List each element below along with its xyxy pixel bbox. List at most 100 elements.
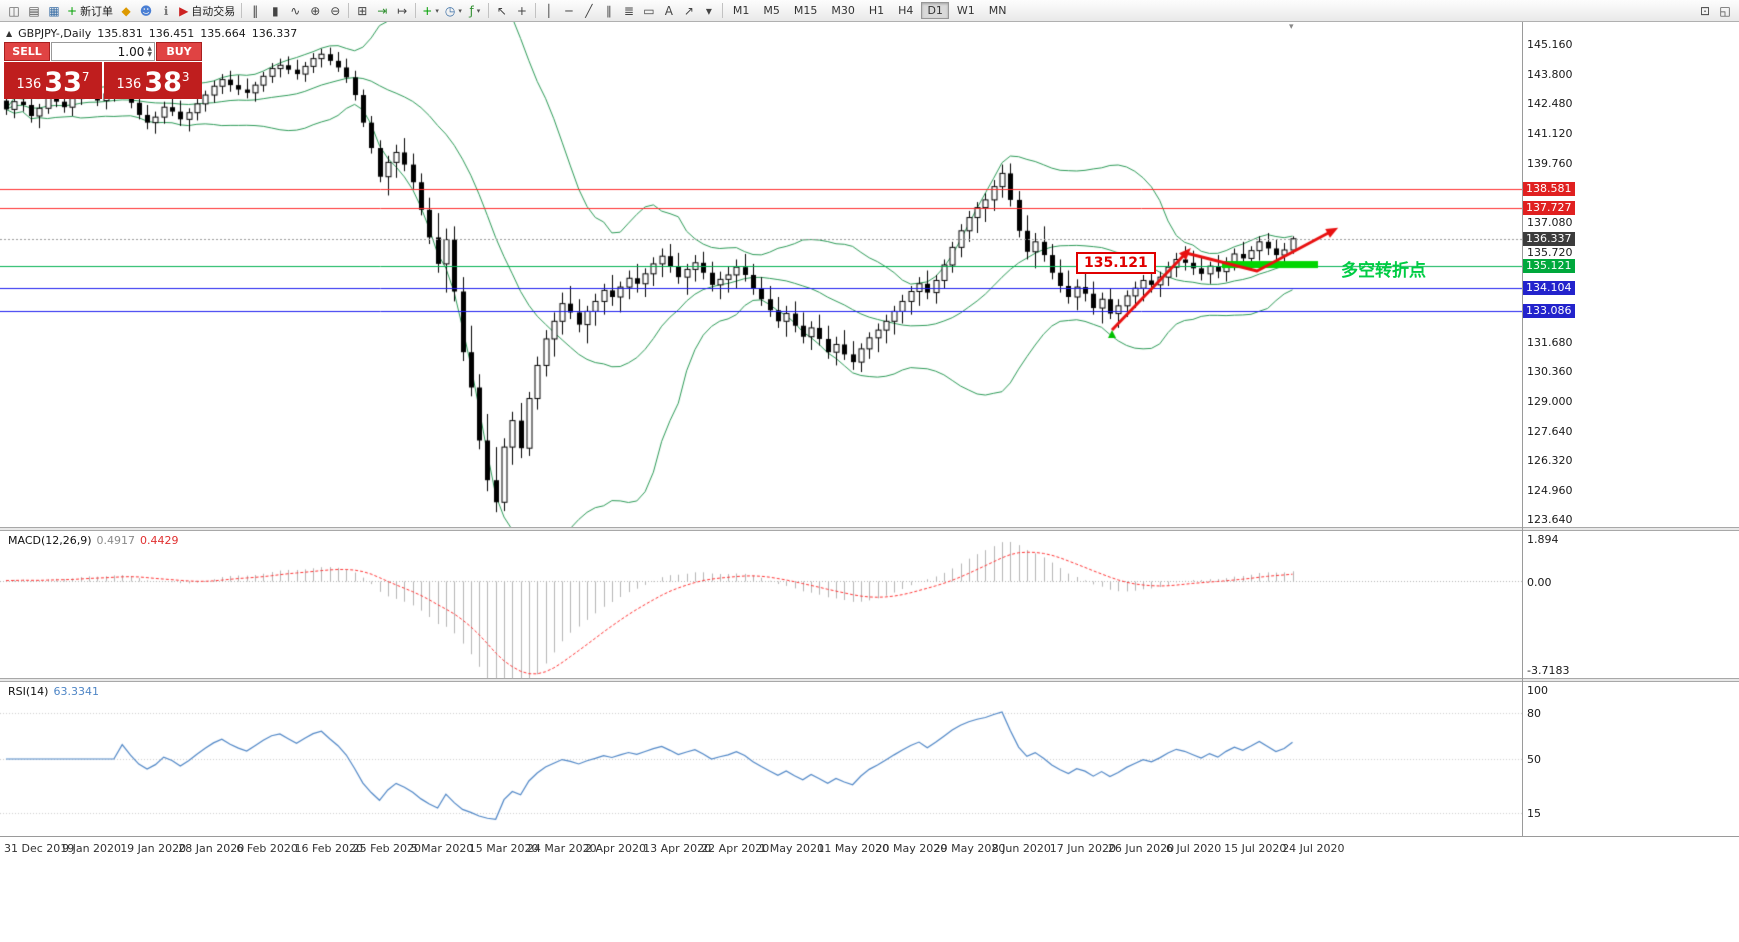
bar-chart-button[interactable]: ‖ — [245, 2, 265, 20]
volume-stepper[interactable]: 1.00 ▲ ▼ — [51, 42, 155, 61]
chart-symbol-period: GBPJPY-,Daily — [18, 27, 92, 40]
time-axis-label: 1 May 2020 — [759, 842, 825, 855]
chart-shift-icon: ↦ — [397, 3, 408, 18]
candlestick-chart-icon: ▮ — [271, 3, 279, 18]
main-toolbar: ◫ ▤ ▦ + 新订单 ◆ ☻ ℹ ▶ 自动交易 ‖ ▮ ∿ ⊕ ⊖ ⊞ ⇥ ↦ + ▾ ◷ ▾ ƒ ▾ ↖ + │ ─ ╱ ∥ ≣ ▭ A ↗ ▾… — [0, 0, 1739, 22]
time-axis-label: 17 Jun 2020 — [1049, 842, 1116, 855]
horizontal-line-button[interactable]: ─ — [559, 2, 579, 20]
time-axis-label: 29 May 2020 — [933, 842, 1006, 855]
buy-button[interactable]: BUY — [156, 42, 202, 61]
timeframe-m30-button[interactable]: M30 — [825, 2, 861, 19]
zoom-out-button[interactable]: ⊖ — [325, 2, 345, 20]
price-chart-canvas[interactable] — [0, 22, 1522, 527]
price-axis-flag: 134.104 — [1523, 281, 1575, 296]
line-chart-icon: ∿ — [290, 3, 301, 18]
volume-spin: ▲ ▼ — [147, 44, 152, 58]
equidistant-channel-icon: ∥ — [605, 3, 612, 18]
rsi-panel-canvas[interactable] — [0, 682, 1522, 836]
info-icon: ℹ — [163, 3, 169, 18]
zoom-in-button[interactable]: ⊕ — [305, 2, 325, 20]
buy-price-box[interactable]: 136 38 3 — [104, 62, 202, 99]
time-axis-label: 15 Jul 2020 — [1224, 842, 1287, 855]
price-axis-label: 0.00 — [1527, 575, 1552, 589]
periods-button[interactable]: ◷ ▾ — [442, 2, 465, 20]
sell-pips: 33 — [44, 67, 82, 98]
time-axis-label: 20 May 2020 — [875, 842, 948, 855]
autotrading-button[interactable]: ▶ 自动交易 — [176, 2, 238, 20]
price-level-annotation[interactable]: 135.121 — [1076, 252, 1156, 274]
time-axis-label: 13 Apr 2020 — [643, 842, 712, 855]
time-axis[interactable]: 31 Dec 2019 9 Jan 2020 19 Jan 2020 28 Jan 2… — [0, 836, 1739, 863]
cursor-button[interactable]: ↖ — [492, 2, 512, 20]
experts-button[interactable]: ☻ — [136, 2, 156, 20]
text-button[interactable]: A — [659, 2, 679, 20]
price-axis-label: 1.894 — [1527, 533, 1559, 546]
timeframe-h1-button[interactable]: H1 — [863, 2, 890, 19]
ohlc-close: 136.337 — [251, 27, 298, 40]
macd-panel-canvas[interactable] — [0, 531, 1522, 678]
add-chart-button[interactable]: + ▾ — [419, 2, 442, 20]
indicators-button[interactable]: ƒ ▾ — [465, 2, 485, 20]
new-chart-button[interactable]: ◫ — [4, 2, 24, 20]
time-axis-label: 24 Mar 2020 — [526, 842, 597, 855]
periods-icon: ◷ — [444, 3, 456, 18]
sell-price-box[interactable]: 136 33 7 — [4, 62, 102, 99]
volume-down-icon[interactable]: ▼ — [147, 50, 152, 58]
timeframe-w1-button[interactable]: W1 — [951, 2, 981, 19]
arrows-button[interactable]: ↗ — [679, 2, 699, 20]
tile-windows-button[interactable]: ⊞ — [352, 2, 372, 20]
price-axis-flag: 135.121 — [1523, 258, 1575, 273]
fibonacci-button[interactable]: ≣ — [619, 2, 639, 20]
chart-ohlc-header: ▲ GBPJPY-,Daily 135.831 136.451 135.664 … — [6, 27, 297, 40]
new-chart-icon: ◫ — [8, 3, 20, 18]
chart-layout-button[interactable]: ◱ — [1715, 2, 1735, 20]
profiles-button[interactable]: ▤ — [24, 2, 44, 20]
crosshair-button[interactable]: + — [512, 2, 532, 20]
toolbar-separator — [348, 3, 350, 18]
objects-more-button[interactable]: ▾ — [699, 2, 719, 20]
text-icon: A — [664, 3, 673, 18]
crosshair-icon: + — [516, 3, 527, 18]
price-axis-label: 137.080 — [1527, 216, 1573, 230]
trendline-button[interactable]: ╱ — [579, 2, 599, 20]
turning-point-label[interactable]: 多空转折点 — [1341, 261, 1426, 281]
price-axis-label: -3.7183 — [1527, 664, 1570, 677]
price-axis-flag: 138.581 — [1523, 182, 1575, 197]
profiles-icon: ▤ — [28, 3, 40, 18]
timeframe-mn-button[interactable]: MN — [983, 2, 1013, 19]
rsi-axis-label: 80 — [1527, 706, 1541, 720]
timeframe-m5-button[interactable]: M5 — [757, 2, 786, 19]
panel-splitter[interactable] — [0, 678, 1739, 682]
auto-scroll-button[interactable]: ⇥ — [372, 2, 392, 20]
timeframe-m1-button[interactable]: M1 — [727, 2, 756, 19]
time-axis-label: 2 Apr 2020 — [585, 842, 647, 855]
cursor-icon: ↖ — [496, 3, 507, 18]
objects-more-icon: ▾ — [705, 3, 712, 18]
one-click-collapse-icon[interactable]: ▲ — [6, 29, 13, 38]
price-axis-border — [1522, 22, 1523, 836]
volume-up-icon[interactable]: ▲ — [147, 44, 152, 52]
history-center-button[interactable]: ◆ — [116, 2, 136, 20]
experts-icon: ☻ — [139, 3, 153, 18]
equidistant-channel-button[interactable]: ∥ — [599, 2, 619, 20]
time-axis-label: 25 Feb 2020 — [352, 842, 422, 855]
chart-shift-marker[interactable]: ▾ — [1289, 22, 1294, 32]
timeframe-m15-button[interactable]: M15 — [788, 2, 824, 19]
info-button[interactable]: ℹ — [156, 2, 176, 20]
price-axis-label: 142.480 — [1527, 97, 1573, 111]
market-watch-button[interactable]: ▦ — [44, 2, 64, 20]
sell-button[interactable]: SELL — [4, 42, 50, 61]
panel-splitter[interactable] — [0, 527, 1739, 531]
shapes-button[interactable]: ▭ — [639, 2, 659, 20]
timeframe-d1-button[interactable]: D1 — [921, 2, 949, 19]
history-center-icon: ◆ — [121, 3, 131, 18]
new-order-button[interactable]: + 新订单 — [64, 2, 116, 20]
zoom-window-button[interactable]: ⊡ — [1695, 2, 1715, 20]
rsi-name: RSI(14) — [8, 685, 49, 698]
candlestick-chart-button[interactable]: ▮ — [265, 2, 285, 20]
vertical-line-button[interactable]: │ — [539, 2, 559, 20]
line-chart-button[interactable]: ∿ — [285, 2, 305, 20]
timeframe-h4-button[interactable]: H4 — [892, 2, 919, 19]
add-chart-icon: + — [422, 3, 433, 18]
chart-shift-button[interactable]: ↦ — [392, 2, 412, 20]
